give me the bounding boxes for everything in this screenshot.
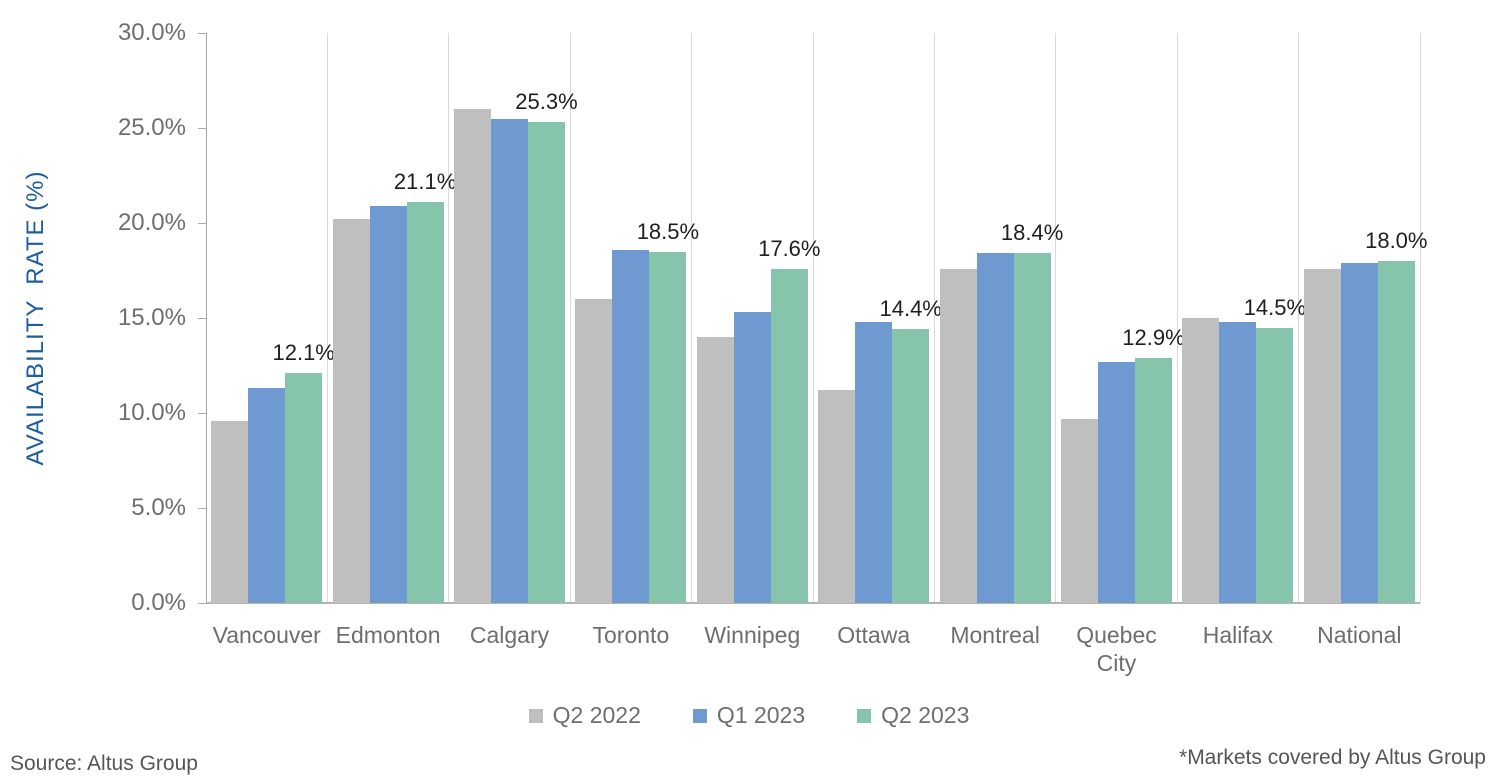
y-tick-label-15-0-: 15.0% (117, 304, 186, 331)
data-label-montreal: 18.4% (1000, 220, 1064, 246)
x-label-edmonton: Edmonton (335, 622, 441, 648)
y-axis-title: AVAILABILITY RATE (%) (22, 170, 49, 466)
plot-area: 30.0% 25.0% 20.0% 15.0% 10.0% 5.0% 0.0% 12.1% 21… (118, 19, 1428, 616)
markets-footnote: *Markets covered by Altus Group (1179, 746, 1486, 769)
x-label-vancouver: Vancouver (212, 622, 321, 648)
x-label-national: National (1317, 622, 1402, 648)
data-label-ottawa: 14.4% (879, 296, 942, 322)
category-gridline (933, 33, 935, 603)
bar-q1-2023-quebec-city (1098, 361, 1135, 603)
bar-q2-2022-toronto (575, 299, 613, 603)
y-axis-tick (198, 413, 206, 414)
category-gridline (1176, 33, 1178, 603)
data-label-quebec-city: 12.9% (1122, 324, 1185, 350)
bar-q1-2023-toronto (612, 249, 650, 603)
x-label-quebec-city: Quebec City (1076, 622, 1157, 676)
bar-q1-2023-halifax (1219, 321, 1257, 603)
data-label-toronto: 18.5% (636, 218, 700, 244)
bar-q2-2022-ottawa (818, 390, 856, 603)
bar-q2-2022-quebec-city (1061, 418, 1098, 603)
bar-q2-2023-ottawa (892, 329, 930, 603)
bar-q2-2023-montreal (1013, 253, 1051, 603)
category-gridline (691, 33, 693, 603)
x-label-toronto: Toronto (592, 622, 670, 648)
bar-q2-2023-toronto (649, 251, 687, 603)
data-label-national: 18.0% (1365, 228, 1428, 253)
y-axis-tick (198, 318, 206, 319)
y-tick-label-20-0-: 20.0% (117, 209, 186, 236)
bar-q2-2022-montreal (939, 268, 977, 603)
x-label-montreal: Montreal (950, 622, 1040, 648)
bar-q1-2023-ottawa (855, 321, 893, 603)
bar-q2-2022-calgary (454, 109, 491, 603)
y-tick-label-30-0-: 30.0% (117, 19, 186, 46)
legend-item-q2-2022: Q2 2022 (528, 702, 641, 729)
source-credit: Source: Altus Group (10, 752, 198, 775)
bar-q1-2023-calgary (491, 118, 528, 603)
category-gridline (1419, 33, 1421, 603)
category-gridline (569, 33, 571, 603)
y-tick-label-25-0-: 25.0% (117, 114, 186, 141)
data-label-calgary: 25.3% (515, 89, 578, 115)
legend-swatch-q2-2022 (528, 708, 543, 723)
bar-q2-2023-winnipeg (770, 268, 808, 603)
data-label-halifax: 14.5% (1243, 294, 1307, 320)
category-gridline (812, 33, 814, 603)
bar-q2-2023-edmonton (406, 202, 444, 603)
x-label-halifax: Halifax (1202, 622, 1274, 648)
category-gridline (1298, 33, 1300, 603)
bar-q2-2022-halifax (1182, 318, 1220, 603)
y-axis-tick (198, 33, 206, 34)
category-gridline (326, 33, 328, 603)
category-gridline (1055, 33, 1057, 603)
bar-q1-2023-national (1340, 262, 1378, 603)
bar-q2-2023-national (1377, 261, 1415, 603)
bar-q2-2023-halifax (1256, 327, 1294, 603)
bar-q1-2023-winnipeg (733, 312, 771, 603)
bar-q1-2023-vancouver (248, 388, 286, 603)
bar-q2-2023-vancouver (285, 373, 323, 603)
bar-q2-2023-calgary (528, 122, 565, 603)
bar-q2-2023-quebec-city (1135, 357, 1172, 603)
legend-swatch-q1-2023 (692, 708, 707, 723)
data-label-edmonton: 21.1% (393, 169, 457, 195)
legend-swatch-q2-2023 (857, 708, 872, 723)
y-tick-label-0-0-: 0.0% (131, 589, 186, 616)
category-gridline (448, 33, 450, 603)
bar-q2-2022-winnipeg (696, 337, 734, 603)
y-axis-tick (198, 128, 206, 129)
chart-legend: Q2 2022 Q1 2023 Q2 2023 (0, 702, 1498, 729)
x-label-ottawa: Ottawa (837, 622, 911, 648)
x-label-winnipeg: Winnipeg (704, 622, 801, 648)
legend-item-q2-2023: Q2 2023 (857, 702, 969, 729)
bar-q1-2023-edmonton (369, 205, 407, 603)
bar-q2-2022-vancouver (211, 420, 249, 603)
x-axis-labels: Vancouver Edmonton Calgary Toronto Winnipeg O… (206, 621, 1420, 691)
y-axis-tick (198, 508, 206, 509)
x-label-calgary: Calgary (469, 622, 550, 648)
bar-q1-2023-montreal (976, 253, 1014, 603)
legend-label-q2-2023: Q2 2023 (881, 702, 970, 728)
legend-label-q1-2023: Q1 2023 (716, 702, 806, 728)
bar-q2-2022-national (1303, 268, 1341, 603)
bar-q2-2022-edmonton (332, 219, 370, 603)
x-axis-line (206, 602, 1420, 604)
legend-item-q1-2023: Q1 2023 (692, 702, 806, 729)
y-tick-label-10-0-: 10.0% (117, 399, 186, 426)
y-axis-line (206, 33, 207, 603)
y-axis-tick (198, 223, 206, 224)
y-axis-tick (198, 603, 206, 604)
data-label-vancouver: 12.1% (272, 340, 335, 366)
y-tick-label-5-0-: 5.0% (131, 494, 186, 521)
data-label-winnipeg: 17.6% (758, 235, 821, 261)
legend-label-q2-2022: Q2 2022 (552, 702, 641, 728)
